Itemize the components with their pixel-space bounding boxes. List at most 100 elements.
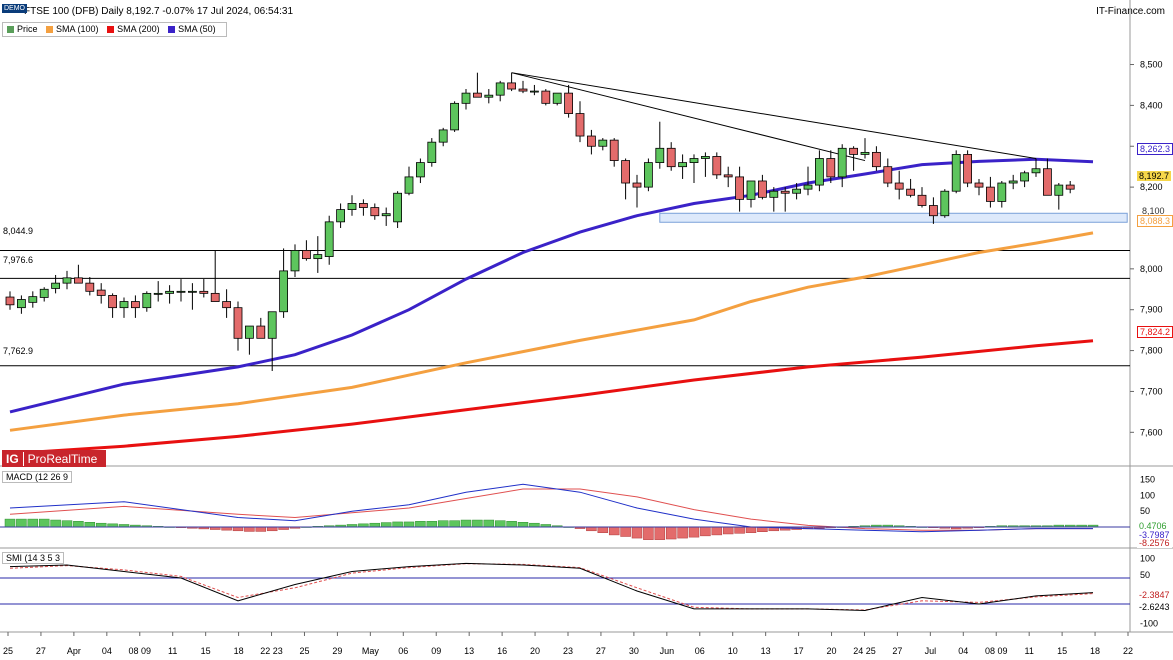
macd-histogram-bar <box>426 521 438 528</box>
candle-body <box>598 139 608 147</box>
candle-body <box>769 190 779 198</box>
candle-body <box>507 82 517 90</box>
macd-signal-line <box>9 488 1093 531</box>
y-tick-label: 8,200 <box>1140 182 1163 192</box>
macd-histogram-bar <box>50 519 61 528</box>
x-tick-label: 27 <box>596 646 606 656</box>
y-tick-label: 7,700 <box>1140 386 1163 396</box>
candle-body <box>1020 172 1029 182</box>
x-tick-label: Jul <box>925 646 937 656</box>
macd-histogram-bar <box>643 526 654 540</box>
candle-body <box>393 192 403 223</box>
macd-histogram-bar <box>84 522 96 528</box>
macd-tag-partial: -3.7987 <box>1137 530 1172 540</box>
last-price-tag: 8,192.7 <box>1137 171 1172 181</box>
macd-histogram-bar <box>403 521 415 528</box>
legend-price[interactable]: Price <box>7 24 38 34</box>
candle-body <box>530 90 539 93</box>
macd-histogram-bar <box>27 518 39 528</box>
candle-body <box>5 296 15 306</box>
macd-histogram-bar <box>266 526 278 532</box>
x-tick-label: 24 25 <box>853 646 876 656</box>
candle-body <box>1008 180 1018 184</box>
candle-body <box>233 307 243 339</box>
y-tick-label: 8,400 <box>1140 100 1163 110</box>
candle-body <box>758 180 767 198</box>
chart-title: FTSE 100 (DFB) Daily 8,192.7 -0.07% 17 J… <box>24 6 294 17</box>
macd-histogram-bar <box>380 522 392 528</box>
candle-body <box>587 135 596 147</box>
y-tick-label: 7,800 <box>1140 346 1163 356</box>
candle-body <box>951 154 961 192</box>
candle-body <box>894 182 904 190</box>
y-tick-label: 7,900 <box>1140 305 1163 315</box>
candle-body <box>267 311 277 339</box>
macd-histogram-bar <box>700 526 711 537</box>
macd-histogram-bar <box>506 521 517 528</box>
macd-histogram-bar <box>494 520 506 528</box>
support-zone <box>659 212 1128 223</box>
legend-sma100[interactable]: SMA (100) <box>46 24 99 34</box>
level-label-3: 7,762.9 <box>1 346 36 356</box>
candle-body <box>187 290 197 293</box>
candle-body <box>632 182 642 188</box>
candle-body <box>438 129 448 143</box>
candle-body <box>963 154 972 184</box>
candle-body <box>826 158 836 178</box>
macd-tick-label: 100 <box>1140 490 1155 500</box>
sma50-price-tag: 8,262.3 <box>1137 143 1173 155</box>
candle-body <box>986 186 995 202</box>
candle-body <box>609 139 619 161</box>
smi-tag-1: -2.3847 <box>1137 590 1172 600</box>
smi-tag-2: -2.6243 <box>1137 602 1172 612</box>
macd-histogram-bar <box>688 526 700 538</box>
candle-body <box>872 151 881 168</box>
macd-histogram-bar <box>232 526 244 532</box>
candle-body <box>484 94 494 98</box>
macd-histogram-bar <box>597 526 609 533</box>
candle-body <box>792 188 801 194</box>
macd-histogram-bar <box>244 526 255 532</box>
macd-histogram-bar <box>38 518 50 528</box>
candle-body <box>906 188 915 196</box>
macd-histogram-bar <box>665 526 677 540</box>
smi-tick-label: 50 <box>1140 570 1150 580</box>
x-tick-label: 15 <box>201 646 211 656</box>
macd-histogram-bar <box>16 518 27 528</box>
legend: Price SMA (100) SMA (200) SMA (50) <box>2 22 227 37</box>
legend-sma200[interactable]: SMA (200) <box>107 24 160 34</box>
smi-tick-label: -100 <box>1140 619 1158 629</box>
macd-histogram-bar <box>73 521 84 528</box>
x-tick-label: 11 <box>168 646 177 656</box>
candle-body <box>358 203 368 208</box>
prorealtime-logo: IG ProRealTime <box>2 450 106 467</box>
x-tick-label: Jun <box>660 646 675 656</box>
macd-tick-label: 50 <box>1140 506 1150 516</box>
candle-body <box>324 221 334 257</box>
candle-body <box>746 180 756 200</box>
legend-sma50[interactable]: SMA (50) <box>168 24 216 34</box>
sma200-price-tag: 7,824.2 <box>1137 326 1173 338</box>
candle-body <box>427 141 437 163</box>
x-tick-label: 10 <box>728 646 738 656</box>
x-tick-label: 08 09 <box>128 646 151 656</box>
macd-histogram-bar <box>734 526 745 534</box>
candle-body <box>51 282 60 289</box>
macd-histogram-bar <box>449 520 460 528</box>
candle-body <box>301 250 311 260</box>
candle-body <box>712 156 722 176</box>
macd-histogram-bar <box>608 526 620 536</box>
candle-body <box>940 190 950 217</box>
x-tick-label: 16 <box>497 646 507 656</box>
x-tick-label: 06 <box>695 646 705 656</box>
macd-tag-2: -8.2576 <box>1137 538 1172 548</box>
demo-badge: DEMO <box>2 4 27 13</box>
macd-histogram-bar <box>631 526 643 539</box>
candle-body <box>199 290 209 294</box>
candle-body <box>575 113 585 137</box>
candle-body <box>974 182 984 188</box>
candle-body <box>1031 168 1041 174</box>
candle-body <box>701 156 710 159</box>
candle-body <box>803 184 813 190</box>
